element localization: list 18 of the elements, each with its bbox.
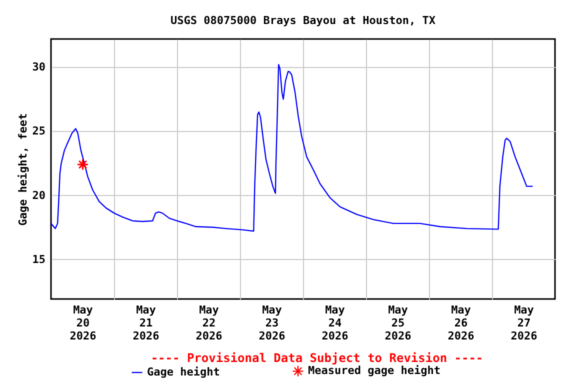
line-series <box>50 64 534 232</box>
x-tick-label: May 27 2026 <box>510 304 538 342</box>
chart-title: USGS 08075000 Brays Bayou at Houston, TX <box>170 14 436 27</box>
y-tick-label: 25 <box>32 124 46 138</box>
x-tick-label: May 20 2026 <box>70 304 97 342</box>
x-tick-label: May 21 2026 <box>132 304 160 342</box>
x-tick-label: May 22 2026 <box>196 304 223 342</box>
x-tick-label: May 25 2026 <box>384 304 412 342</box>
x-tick-label: May 24 2026 <box>322 304 349 342</box>
legend-label: Measured gage height <box>308 364 440 378</box>
text: ---- Provisional Data Subject to Revision ---- <box>150 351 484 365</box>
x-tick-label: May 26 2026 <box>448 304 475 342</box>
y-axis-title: Gage height, feet <box>16 113 30 226</box>
y-tick-label: 20 <box>32 188 46 202</box>
y-tick-label: 30 <box>32 60 46 74</box>
legend-label: Gage height <box>147 366 220 378</box>
y-tick-label: 15 <box>32 252 46 266</box>
x-tick-label: May 23 2026 <box>258 304 286 342</box>
